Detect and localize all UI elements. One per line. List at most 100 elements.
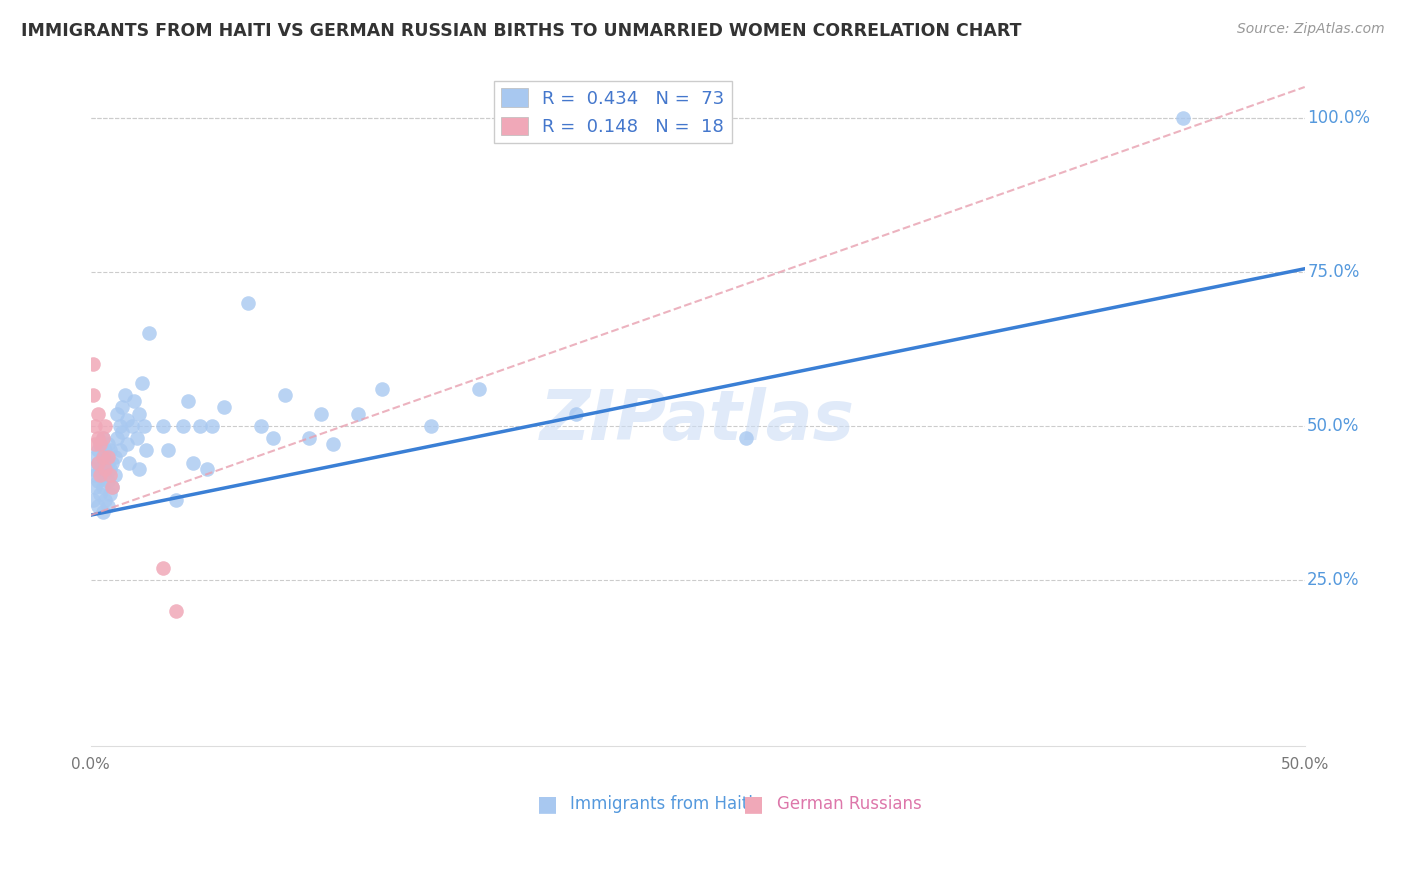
- Text: Immigrants from Haiti: Immigrants from Haiti: [571, 795, 754, 813]
- Point: [87, 443, 110, 458]
- Point: [84, 468, 107, 483]
- Point: [104, 468, 127, 483]
- Point: [152, 418, 174, 433]
- Point: [87, 456, 110, 470]
- Point: [115, 412, 138, 426]
- Point: [1173, 111, 1195, 125]
- Point: [97, 475, 120, 489]
- Point: [565, 407, 588, 421]
- Point: [735, 431, 758, 445]
- Text: ZIPatlas: ZIPatlas: [540, 387, 855, 454]
- Point: [89, 486, 111, 500]
- Point: [89, 437, 111, 451]
- Point: [274, 388, 297, 402]
- Text: 50.0%: 50.0%: [1308, 417, 1360, 434]
- Point: [105, 407, 128, 421]
- Point: [98, 462, 121, 476]
- Point: [89, 437, 111, 451]
- Point: [104, 450, 127, 464]
- Point: [138, 326, 160, 341]
- Point: [89, 468, 111, 483]
- Point: [152, 560, 174, 574]
- Point: [98, 468, 121, 483]
- Point: [105, 431, 128, 445]
- Point: [87, 407, 110, 421]
- Point: [91, 450, 114, 464]
- Text: 100.0%: 100.0%: [1308, 109, 1371, 127]
- Point: [91, 431, 114, 445]
- Point: [157, 443, 180, 458]
- Point: [97, 499, 120, 513]
- Point: [101, 480, 124, 494]
- Point: [132, 418, 155, 433]
- Point: [188, 418, 211, 433]
- Point: [346, 407, 368, 421]
- Point: [125, 431, 148, 445]
- Point: [94, 462, 117, 476]
- Point: [84, 437, 107, 451]
- Point: [201, 418, 224, 433]
- Point: [419, 418, 441, 433]
- Point: [115, 437, 138, 451]
- Point: [89, 462, 111, 476]
- Point: [91, 505, 114, 519]
- Point: [124, 394, 146, 409]
- Point: [212, 401, 235, 415]
- Point: [172, 418, 194, 433]
- Point: [94, 492, 117, 507]
- Point: [97, 450, 120, 464]
- Point: [238, 295, 260, 310]
- Point: [87, 475, 110, 489]
- Point: [298, 431, 321, 445]
- Point: [177, 394, 200, 409]
- Point: [322, 437, 344, 451]
- Text: ■: ■: [537, 794, 558, 814]
- Legend: R =  0.434   N =  73, R =  0.148   N =  18: R = 0.434 N = 73, R = 0.148 N = 18: [494, 81, 731, 143]
- Point: [128, 407, 150, 421]
- Point: [94, 462, 117, 476]
- Point: [111, 425, 134, 439]
- Point: [94, 443, 117, 458]
- Point: [468, 382, 491, 396]
- Point: [121, 418, 143, 433]
- Point: [371, 382, 394, 396]
- Point: [84, 450, 107, 464]
- Point: [135, 443, 157, 458]
- Point: [101, 480, 124, 494]
- Point: [84, 480, 107, 494]
- Point: [87, 431, 110, 445]
- Point: [82, 388, 104, 402]
- Point: [249, 418, 271, 433]
- Point: [91, 431, 114, 445]
- Text: Source: ZipAtlas.com: Source: ZipAtlas.com: [1237, 22, 1385, 37]
- Text: 75.0%: 75.0%: [1308, 263, 1360, 281]
- Point: [101, 456, 124, 470]
- Point: [128, 462, 150, 476]
- Text: 25.0%: 25.0%: [1308, 571, 1360, 589]
- Point: [91, 480, 114, 494]
- Point: [195, 462, 218, 476]
- Point: [94, 418, 117, 433]
- Point: [131, 376, 153, 390]
- Point: [118, 456, 141, 470]
- Point: [87, 456, 110, 470]
- Point: [91, 468, 114, 483]
- Point: [165, 492, 187, 507]
- Text: German Russians: German Russians: [776, 795, 921, 813]
- Text: ■: ■: [744, 794, 765, 814]
- Point: [311, 407, 333, 421]
- Point: [98, 443, 121, 458]
- Point: [262, 431, 284, 445]
- Point: [108, 443, 131, 458]
- Point: [181, 456, 204, 470]
- Point: [165, 604, 187, 618]
- Point: [87, 499, 110, 513]
- Point: [98, 486, 121, 500]
- Point: [97, 437, 120, 451]
- Point: [108, 418, 131, 433]
- Point: [84, 418, 107, 433]
- Point: [114, 388, 136, 402]
- Text: IMMIGRANTS FROM HAITI VS GERMAN RUSSIAN BIRTHS TO UNMARRIED WOMEN CORRELATION CH: IMMIGRANTS FROM HAITI VS GERMAN RUSSIAN …: [21, 22, 1022, 40]
- Point: [82, 357, 104, 371]
- Point: [111, 401, 134, 415]
